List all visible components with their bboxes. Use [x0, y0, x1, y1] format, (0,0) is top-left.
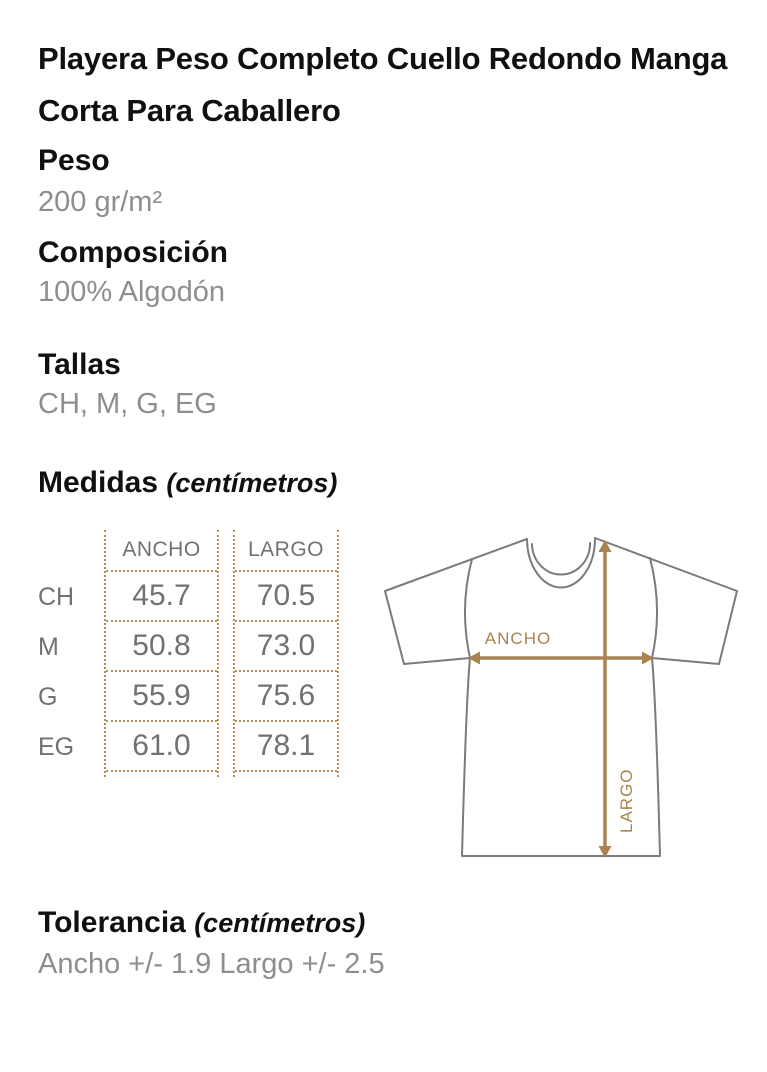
size-table-label-header-spacer	[38, 530, 104, 572]
cell-ancho-g: 55.9	[106, 672, 217, 722]
size-table-ancho-column: ANCHO 45.7 50.8 55.9 61.0	[104, 530, 219, 777]
composicion-heading: Composición	[38, 236, 229, 269]
peso-value: 200 gr/m²	[38, 186, 163, 218]
row-label-ch: CH	[38, 582, 75, 611]
tshirt-left-armhole-seam	[463, 558, 473, 659]
length-arrow	[598, 540, 612, 858]
medidas-heading: Medidas (centímetros)	[38, 466, 337, 500]
diagram-length-label: LARGO	[617, 768, 636, 833]
cell-ancho-eg: 61.0	[106, 722, 217, 772]
column-header-largo: LARGO	[235, 530, 337, 572]
tallas-heading: Tallas	[38, 348, 121, 381]
tshirt-right-armhole-seam	[649, 557, 659, 659]
tshirt-collar-inner-arc	[531, 542, 592, 576]
tallas-value: CH, M, G, EG	[38, 388, 217, 420]
cell-largo-g: 75.6	[235, 672, 337, 722]
cell-largo-eg: 78.1	[235, 722, 337, 772]
peso-heading: Peso	[38, 144, 110, 177]
tshirt-measurement-diagram: ANCHO LARGO	[383, 520, 767, 880]
column-header-ancho: ANCHO	[106, 530, 217, 572]
size-table-label-column: CH M G EG	[38, 530, 104, 777]
medidas-unit-note: (centímetros)	[166, 468, 338, 498]
size-table: CH M G EG ANCHO 45.7 50.8 55.9 61.0 LARG…	[38, 530, 339, 777]
tolerancia-value: Ancho +/- 1.9 Largo +/- 2.5	[38, 948, 385, 980]
cell-ancho-ch: 45.7	[106, 572, 217, 622]
cell-largo-ch: 70.5	[235, 572, 337, 622]
row-label-eg: EG	[38, 732, 75, 761]
cell-largo-m: 73.0	[235, 622, 337, 672]
row-label-m: M	[38, 632, 59, 661]
medidas-heading-text: Medidas	[38, 466, 159, 499]
page-title: Playera Peso Completo Cuello Redondo Man…	[38, 40, 728, 128]
tshirt-outline	[384, 537, 738, 857]
size-table-largo-column: LARGO 70.5 73.0 75.6 78.1	[233, 530, 339, 777]
composicion-value: 100% Algodón	[38, 276, 226, 308]
width-arrow	[468, 651, 654, 665]
row-label-g: G	[38, 682, 58, 711]
diagram-width-label: ANCHO	[485, 629, 551, 648]
tolerancia-heading: Tolerancia (centímetros)	[38, 906, 365, 940]
cell-ancho-m: 50.8	[106, 622, 217, 672]
tolerancia-heading-text: Tolerancia	[38, 906, 186, 939]
tolerancia-unit-note: (centímetros)	[194, 908, 366, 938]
